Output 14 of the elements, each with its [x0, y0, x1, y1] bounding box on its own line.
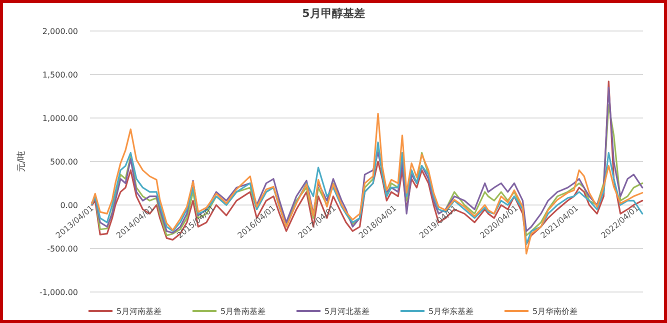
y-tick-label: 2,000.00	[42, 26, 78, 36]
legend-label: 5月鲁南基差	[220, 306, 266, 316]
y-tick-label: -1,000.00	[39, 288, 78, 297]
y-tick-label: 500.00	[50, 157, 78, 166]
y-tick-label: 0.00	[60, 200, 78, 210]
y-tick-label: -500.00	[47, 244, 78, 254]
legend-label: 5月华东基差	[428, 306, 474, 316]
legend-label: 5月华南价差	[532, 306, 578, 316]
y-axis-title: 元/吨	[16, 150, 27, 172]
chart-title: 5月甲醇基差	[302, 7, 365, 20]
y-tick-label: 1,000.00	[42, 114, 78, 123]
legend-label: 5月河北基差	[324, 306, 370, 316]
legend-label: 5月河南基差	[116, 306, 162, 316]
y-tick-label: 1,500.00	[42, 70, 78, 80]
